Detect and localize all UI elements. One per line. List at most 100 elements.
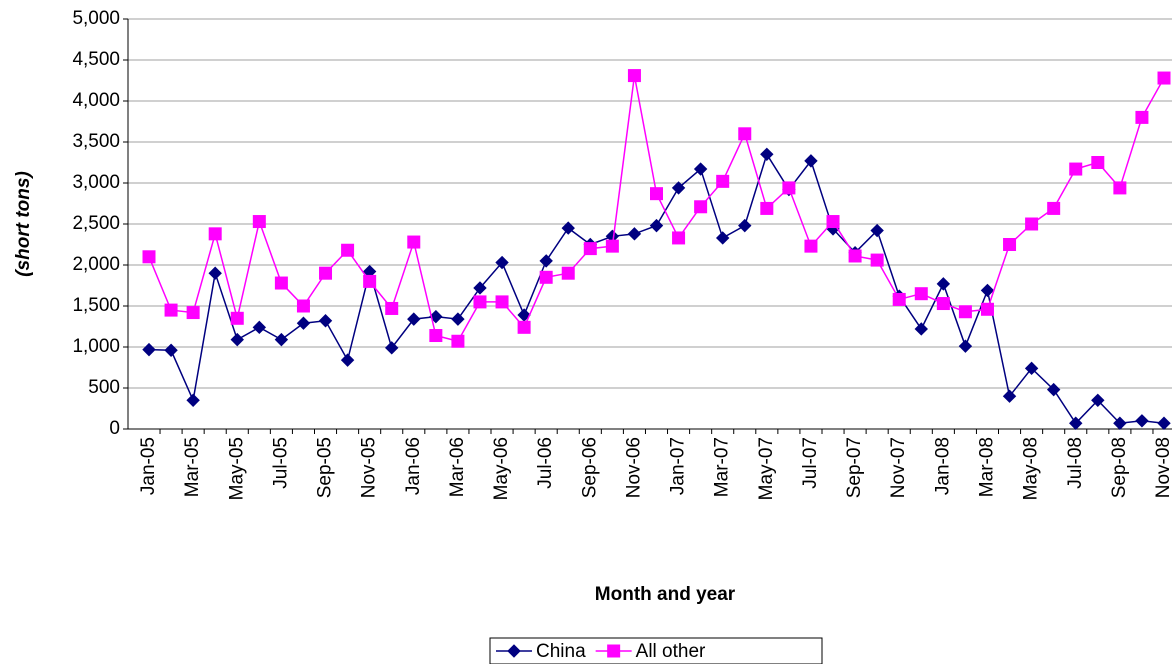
data-point (914, 287, 928, 301)
x-tick-label: May-07 (756, 437, 777, 500)
x-tick-label: Mar-07 (712, 437, 733, 497)
legend-marker (607, 644, 621, 658)
data-point (980, 283, 995, 298)
x-tick-label: Mar-05 (182, 437, 203, 497)
data-point (980, 302, 994, 316)
data-point (407, 312, 421, 326)
data-point (914, 322, 928, 336)
data-point (1091, 393, 1105, 408)
data-point (671, 181, 686, 195)
x-tick-label: May-06 (491, 437, 512, 500)
data-point (252, 215, 266, 229)
data-point (451, 312, 465, 326)
data-point (186, 393, 200, 408)
data-point (517, 320, 531, 334)
data-point (870, 223, 884, 238)
data-point (1135, 414, 1149, 428)
data-point (738, 218, 752, 233)
x-axis-label: Month and year (595, 584, 736, 605)
data-point (627, 227, 642, 241)
data-point (429, 329, 443, 343)
y-tick-label: 4,500 (72, 49, 120, 70)
x-tick-label: Mar-06 (447, 437, 468, 497)
data-point (1091, 156, 1105, 169)
data-point (495, 255, 509, 270)
data-point (782, 181, 796, 195)
data-point (164, 343, 178, 357)
y-tick-label: 2,500 (72, 213, 120, 234)
data-point (495, 295, 509, 309)
data-point (936, 297, 950, 311)
x-tick-label: Nov-06 (623, 437, 644, 498)
y-tick-label: 5,000 (72, 8, 120, 29)
data-point (1113, 181, 1127, 195)
x-tick-label: Jan-05 (138, 437, 159, 495)
y-tick-label: 2,000 (72, 254, 120, 275)
data-point (186, 306, 200, 320)
data-point (1069, 416, 1083, 430)
data-point (760, 201, 774, 215)
data-point (407, 235, 421, 249)
data-point (385, 341, 399, 355)
y-tick-label: 3,000 (72, 172, 120, 193)
data-point (164, 303, 178, 317)
data-point (208, 227, 222, 241)
data-point (958, 339, 973, 353)
data-point (605, 239, 619, 253)
data-point (208, 266, 222, 280)
data-point (1002, 389, 1017, 403)
data-point (274, 332, 289, 347)
data-point (627, 69, 641, 83)
data-point (1046, 382, 1061, 397)
data-point (142, 250, 156, 264)
y-tick-label: 4,000 (72, 90, 120, 111)
data-point (649, 218, 664, 233)
data-point (561, 221, 575, 235)
data-point (230, 311, 244, 325)
data-point (848, 249, 862, 263)
data-point (1157, 416, 1171, 430)
data-point (804, 154, 818, 168)
data-point (693, 162, 708, 176)
data-point (738, 127, 752, 141)
data-point (319, 266, 333, 280)
y-tick-label: 0 (109, 418, 120, 439)
data-point (539, 270, 553, 284)
data-point (1024, 361, 1039, 376)
data-point (385, 301, 399, 315)
data-point (561, 266, 575, 280)
data-point (341, 243, 355, 257)
data-point (650, 187, 663, 201)
x-tick-label: Nov-08 (1153, 437, 1174, 498)
data-point (1003, 238, 1017, 251)
data-point (672, 231, 686, 245)
data-point (870, 253, 884, 267)
x-tick-label: Sep-07 (844, 437, 865, 498)
x-tick-label: Sep-08 (1109, 437, 1130, 498)
data-point (1025, 217, 1039, 231)
x-tick-label: Mar-08 (976, 437, 997, 497)
data-point (715, 231, 730, 245)
y-tick-label: 3,500 (72, 131, 120, 152)
data-point (1113, 416, 1127, 430)
x-tick-label: Nov-05 (359, 437, 380, 498)
data-point (1135, 110, 1149, 124)
x-tick-label: Jan-08 (932, 437, 953, 495)
data-point (760, 147, 774, 162)
data-point (318, 314, 333, 328)
data-point (804, 239, 818, 253)
x-tick-label: May-08 (1021, 437, 1042, 500)
data-point (1069, 162, 1083, 176)
data-point (826, 215, 840, 229)
legend-label: All other (636, 641, 706, 662)
data-point (892, 292, 906, 306)
x-tick-label: Jul-07 (800, 437, 821, 489)
y-tick-label: 500 (88, 377, 120, 398)
data-point (1047, 201, 1061, 215)
data-point (1157, 71, 1171, 85)
data-point (363, 274, 377, 288)
data-point (583, 242, 597, 256)
y-tick-label: 1,000 (72, 336, 120, 357)
data-point (142, 342, 156, 357)
